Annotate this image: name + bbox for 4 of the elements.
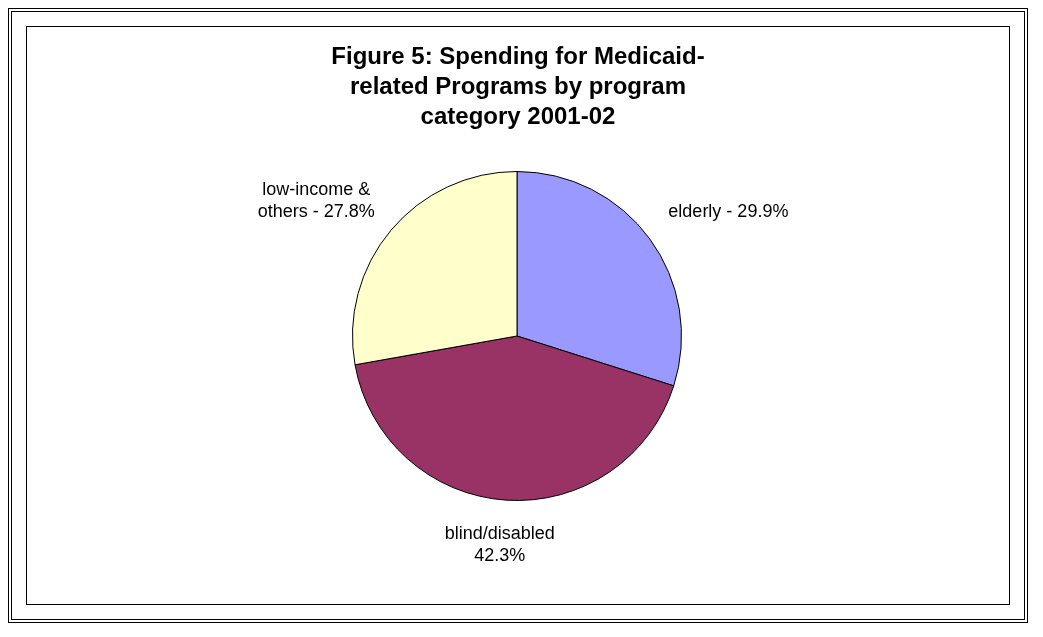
chart-title: Figure 5: Spending for Medicaid-related Programs by program category 2001-02	[330, 41, 706, 131]
slice-label: low-income & others - 27.8%	[257, 179, 375, 222]
slice-label: blind/disabled 42.3%	[444, 523, 555, 566]
slice-label: elderly - 29.9%	[668, 201, 789, 222]
